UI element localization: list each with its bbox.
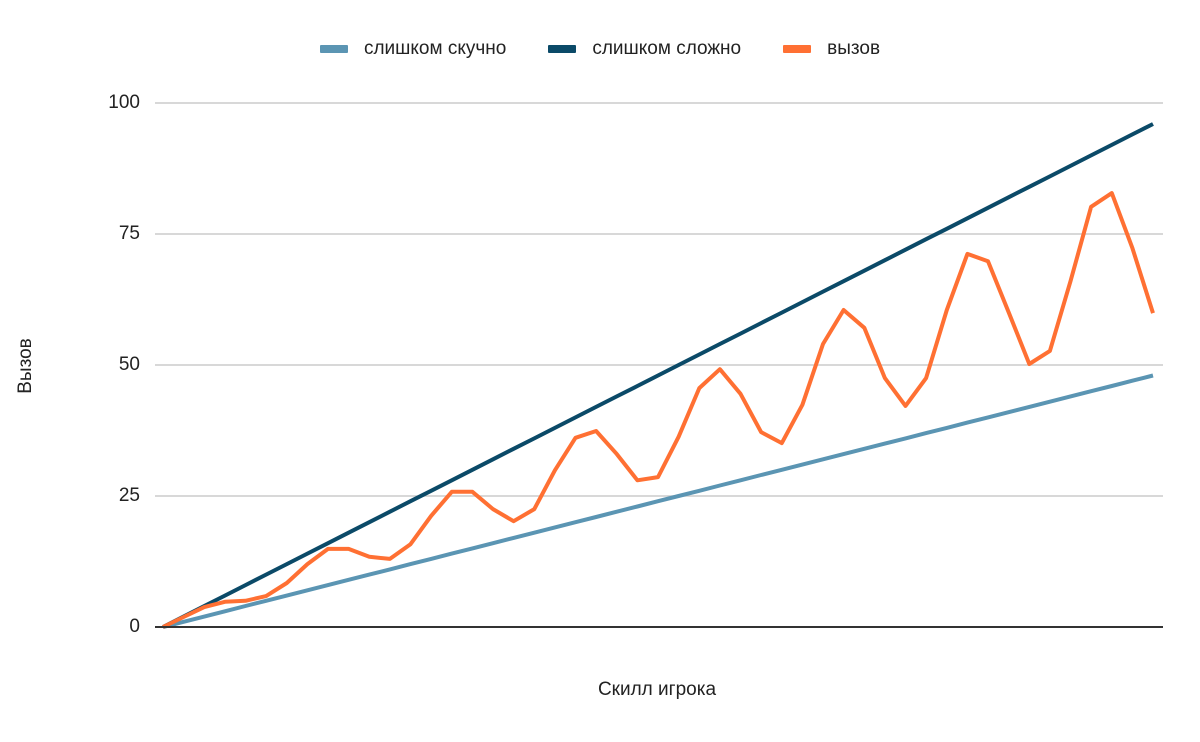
legend-swatch-challenge: [783, 45, 812, 53]
legend-item-too-hard[interactable]: слишком сложно: [548, 38, 741, 60]
y-tick-label: 50: [118, 354, 140, 375]
gridlines: [155, 102, 1163, 497]
series-challenge-line[interactable]: [162, 191, 1155, 629]
legend-label: слишком скучно: [363, 38, 507, 59]
series-too-boring-line[interactable]: [162, 373, 1154, 629]
legend: слишком скучно слишком сложно вызов: [0, 38, 1200, 60]
y-tick-label: 75: [118, 223, 140, 244]
legend-label: вызов: [827, 38, 881, 59]
y-tick-label: 0: [129, 616, 140, 637]
y-tick-label: 100: [108, 92, 140, 113]
legend-swatch-too-boring: [319, 45, 348, 53]
legend-label: слишком сложно: [592, 38, 742, 59]
legend-item-too-boring[interactable]: слишком скучно: [319, 38, 507, 60]
y-tick-label: 25: [118, 485, 140, 506]
legend-item-challenge[interactable]: вызов: [783, 38, 880, 60]
x-axis-title: Скилл игрока: [597, 679, 717, 700]
series-too-hard-line[interactable]: [162, 122, 1154, 629]
y-axis-title: Вызов: [15, 338, 36, 394]
legend-swatch-too-hard: [548, 45, 577, 53]
series-lines: [162, 122, 1155, 629]
